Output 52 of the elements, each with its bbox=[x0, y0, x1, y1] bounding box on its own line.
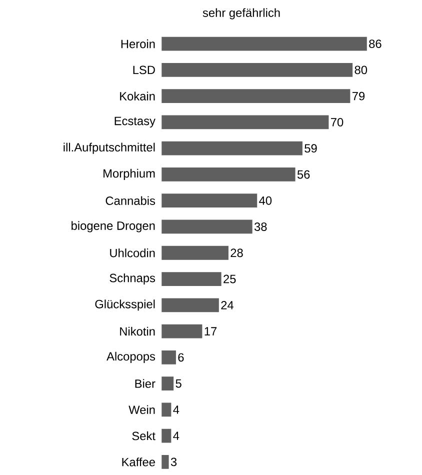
y-tick-label: Kokain bbox=[120, 92, 154, 100]
bar bbox=[161, 115, 328, 130]
bar bbox=[161, 168, 296, 182]
y-tick-label: Heroin bbox=[121, 39, 154, 48]
y-tick-label: Wein bbox=[128, 405, 154, 414]
data-label: 4 bbox=[172, 406, 179, 414]
data-label: 5 bbox=[176, 379, 182, 388]
y-tick-label: Kaffee bbox=[122, 458, 155, 466]
chart-title: sehr gefährlich bbox=[202, 8, 280, 20]
y-tick-label: Ecstasy bbox=[114, 116, 156, 128]
bar bbox=[161, 220, 252, 234]
y-tick-label: Glücksspiel bbox=[95, 300, 154, 311]
data-label: 86 bbox=[368, 40, 382, 48]
y-tick-label: LSD bbox=[133, 66, 155, 74]
bar bbox=[161, 298, 219, 312]
data-label: 80 bbox=[354, 66, 367, 74]
bar bbox=[161, 89, 350, 104]
data-label: 38 bbox=[254, 222, 267, 231]
data-label: 56 bbox=[297, 170, 310, 179]
y-tick-label: Bier bbox=[135, 379, 156, 388]
y-tick-label: Morphium bbox=[103, 168, 154, 180]
data-label: 25 bbox=[223, 274, 236, 284]
y-tick-label: Sekt bbox=[132, 431, 156, 440]
bar bbox=[161, 36, 367, 51]
bar bbox=[161, 141, 302, 156]
data-label: 17 bbox=[204, 327, 216, 336]
data-label: 79 bbox=[352, 92, 364, 100]
data-label: 59 bbox=[304, 144, 317, 153]
bar bbox=[161, 246, 228, 260]
y-tick-label: Nikotin bbox=[120, 326, 154, 336]
data-label: 24 bbox=[220, 300, 234, 310]
data-label: 28 bbox=[230, 248, 243, 258]
data-label: 70 bbox=[330, 118, 343, 126]
y-tick-label: Cannabis bbox=[106, 196, 155, 205]
y-tick-label: biogene Drogen bbox=[71, 221, 154, 232]
bar bbox=[161, 63, 352, 77]
bar bbox=[161, 324, 202, 338]
y-tick-label: Schnaps bbox=[110, 273, 155, 285]
bar bbox=[161, 454, 169, 469]
data-label: 40 bbox=[258, 196, 272, 205]
bar bbox=[161, 194, 257, 208]
data-label: 3 bbox=[170, 458, 176, 466]
bar bbox=[161, 350, 176, 364]
data-label: 6 bbox=[178, 353, 184, 362]
y-tick-label: Alcopops bbox=[106, 352, 155, 363]
bar bbox=[161, 272, 222, 286]
bar bbox=[161, 376, 174, 390]
bar bbox=[161, 428, 171, 443]
y-tick-label: ill.Aufputschmittel bbox=[63, 142, 154, 154]
y-tick-label: Uhlcodin bbox=[110, 248, 154, 258]
bar bbox=[161, 402, 171, 417]
data-label: 4 bbox=[172, 432, 179, 440]
